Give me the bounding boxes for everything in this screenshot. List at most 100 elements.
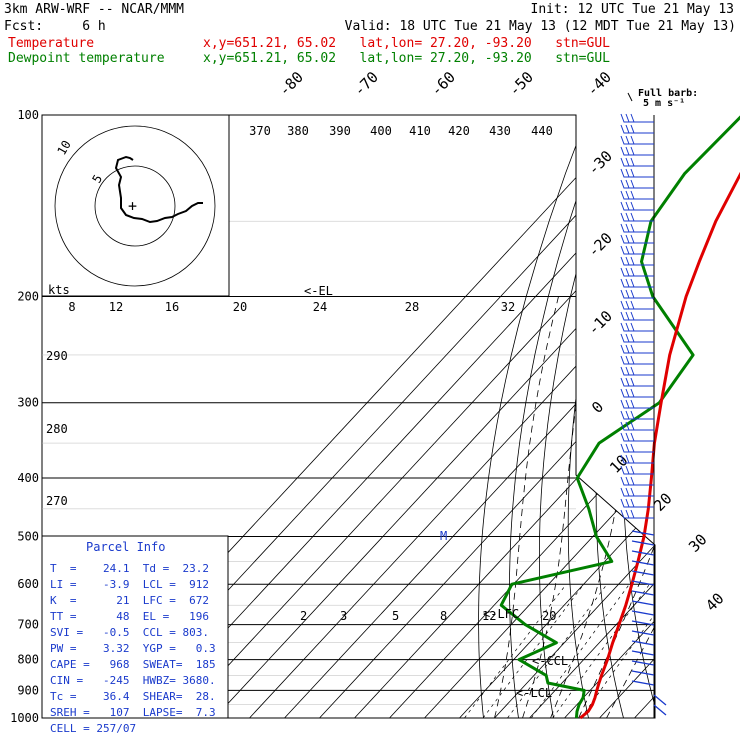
hodograph-tick-label: 28 xyxy=(405,300,419,314)
wind-barb xyxy=(631,680,655,686)
wind-barb xyxy=(631,630,655,636)
dry-adiabat xyxy=(622,115,655,718)
wind-barb xyxy=(620,168,654,178)
wind-barb xyxy=(620,366,654,376)
mixing-ratio-line xyxy=(552,583,650,718)
wind-barb xyxy=(620,388,654,398)
parcel-row: SREH = 107 LAPSE= 7.3 xyxy=(50,706,216,719)
wind-barb xyxy=(620,124,654,134)
pressure-label: 1000 xyxy=(10,711,39,725)
ccl-annotation: <-CCL xyxy=(532,654,568,668)
isotherm-label: -30 xyxy=(584,147,616,179)
pressure-label: 800 xyxy=(17,653,39,667)
wind-barb xyxy=(620,487,654,497)
isotherm-label: -60 xyxy=(427,68,459,100)
theta-label: 290 xyxy=(46,349,68,363)
wind-barb xyxy=(620,267,654,277)
parcel-row: LI = -3.9 LCL = 912 xyxy=(50,578,209,591)
isotherm-label: 10 xyxy=(606,451,632,477)
dry-adiabat xyxy=(723,115,740,718)
parcel-row: Tc = 36.4 SHEAR= 28. xyxy=(50,690,216,703)
dewpoint-line xyxy=(499,115,740,719)
dry-adiabat xyxy=(539,115,625,718)
wind-barb xyxy=(620,509,654,519)
theta-label: 400 xyxy=(370,124,392,138)
wind-barb xyxy=(620,322,654,332)
wind-barb xyxy=(631,620,655,626)
wind-barb xyxy=(620,476,654,486)
theta-label: 420 xyxy=(448,124,470,138)
theta-label: 430 xyxy=(489,124,511,138)
isotherm-label: 40 xyxy=(702,589,728,615)
temperature-location: x,y=651.21, 65.02 lat,lon= 27.20, -93.20… xyxy=(203,36,610,51)
parcel-row: TT = 48 EL = 196 xyxy=(50,610,209,623)
dry-adiabat xyxy=(699,115,740,718)
wind-barb xyxy=(620,421,654,431)
wind-barb xyxy=(620,333,654,343)
mixing-ratio-line xyxy=(464,583,567,718)
wind-barb xyxy=(653,704,667,716)
dry-adiabat xyxy=(648,115,655,718)
temperature-label: Temperature xyxy=(8,36,95,51)
hodograph-tick-label: 20 xyxy=(233,300,247,314)
isotherm-line xyxy=(670,115,740,718)
wind-barb xyxy=(631,610,655,616)
isotherm-label: 30 xyxy=(685,530,711,556)
moist-adiabat xyxy=(550,296,645,718)
moist-adiabat xyxy=(522,296,596,718)
wind-barb xyxy=(620,432,654,442)
isotherm-label: -10 xyxy=(584,307,616,339)
hodograph-tick-label: 24 xyxy=(313,300,327,314)
isotherm-line xyxy=(529,115,655,718)
parcel-row: PW = 3.32 YGP = 0.3 xyxy=(50,642,216,655)
temperature-line xyxy=(579,171,740,720)
wind-barb xyxy=(620,289,654,299)
wind-barb xyxy=(631,590,655,596)
wind-barb xyxy=(620,223,654,233)
parcel-row: CAPE = 968 SWEAT= 185 xyxy=(50,658,216,671)
wind-barb xyxy=(620,278,654,288)
theta-label: 390 xyxy=(329,124,351,138)
hodograph-origin: + xyxy=(128,197,137,215)
wind-barb xyxy=(631,670,655,676)
wind-barb xyxy=(620,245,654,255)
hodograph-ring-label: 10 xyxy=(54,138,73,158)
hodograph-box xyxy=(41,114,230,297)
hodograph-tick-label: 12 xyxy=(109,300,123,314)
isotherm-line xyxy=(214,115,655,718)
hodograph-trace xyxy=(114,155,203,224)
wind-barb xyxy=(631,550,655,556)
dewpoint-location: x,y=651.21, 65.02 lat,lon= 27.20, -93.20… xyxy=(203,51,610,66)
wind-barb xyxy=(620,410,654,420)
theta-label: 370 xyxy=(249,124,271,138)
wind-barb xyxy=(620,443,654,453)
isotherm-label: -70 xyxy=(350,68,382,100)
theta-label: 270 xyxy=(46,494,68,508)
parcel-row: CELL = 257/07 xyxy=(50,722,137,735)
dry-adiabat xyxy=(509,115,606,718)
model-title: 3km ARW-WRF -- NCAR/MMM xyxy=(4,2,185,17)
hodograph-ring xyxy=(94,165,176,247)
lfc-annotation: <-LFC xyxy=(483,607,519,621)
isotherm-line xyxy=(249,115,655,718)
mixing-ratio-label: 12 xyxy=(482,609,496,623)
wind-barb xyxy=(620,355,654,365)
wind-barb xyxy=(620,212,654,222)
wind-barb xyxy=(631,540,655,546)
wind-barb xyxy=(620,201,654,211)
parcel-info-panel: Parcel Info T = 24.1 Td = 23.2 LI = -3.9… xyxy=(46,536,228,735)
isotherm-line xyxy=(564,115,655,718)
parcel-row: T = 24.1 Td = 23.2 xyxy=(50,562,209,575)
moist-adiabat xyxy=(606,296,655,718)
theta-label: 380 xyxy=(287,124,309,138)
hodograph-tick-label: 8 xyxy=(68,300,75,314)
theta-label: 280 xyxy=(46,422,68,436)
isotherm-line xyxy=(494,115,655,718)
init-time: Init: 12 UTC Tue 21 May 13 xyxy=(530,2,735,17)
dewpoint-label: Dewpoint temperature xyxy=(8,51,165,66)
wind-barb xyxy=(620,311,654,321)
isotherm-line xyxy=(284,115,655,718)
pressure-label: 100 xyxy=(17,108,39,122)
wind-barb xyxy=(620,113,654,123)
